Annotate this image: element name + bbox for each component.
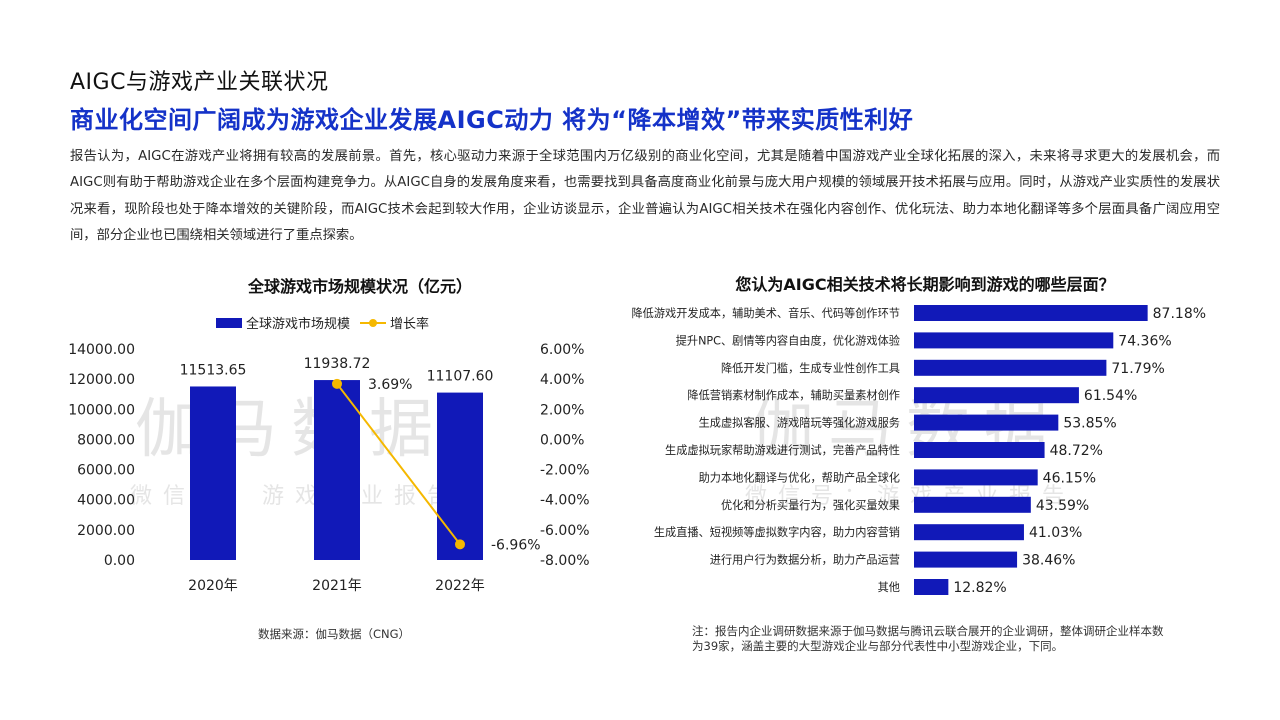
survey-bar	[914, 442, 1045, 458]
market-size-bar	[314, 380, 360, 560]
survey-value-label: 74.36%	[1118, 333, 1171, 349]
category-label: 生成虚拟玩家帮助游戏进行测试，完善产品特性	[665, 443, 900, 457]
survey-bar	[914, 579, 949, 595]
y2-axis-tick-label: 2.00%	[540, 402, 584, 418]
survey-value-label: 12.82%	[953, 580, 1006, 596]
bar-data-label: 11513.65	[180, 362, 247, 378]
x-axis-tick-label: 2020年	[188, 578, 238, 594]
category-label: 提升NPC、剧情等内容自由度，优化游戏体验	[676, 333, 900, 347]
legend-line-swatch	[360, 318, 387, 328]
growth-rate-label: 3.69%	[368, 377, 412, 393]
y2-axis-tick-label: -6.00%	[540, 523, 590, 539]
data-source: 数据来源：伽马数据（CNG）	[258, 627, 411, 641]
market-size-chart: 14000.00 12000.00 10000.00 8000.00 6000.00 40…	[68, 342, 590, 594]
survey-value-label: 71.79%	[1111, 361, 1164, 377]
y-axis-tick-label: 14000.00	[68, 342, 135, 358]
market-chart-legend: 全球游戏市场规模 增长率	[216, 313, 429, 332]
y-axis-tick-label: 8000.00	[77, 432, 135, 448]
survey-bar	[914, 305, 1148, 321]
y-axis-tick-label: 4000.00	[77, 493, 135, 509]
growth-rate-label: -6.96%	[491, 537, 541, 553]
section-title: AIGC与游戏产业关联状况	[70, 70, 329, 95]
y-axis-tick-label: 12000.00	[68, 372, 135, 388]
y2-axis-tick-label: 4.00%	[540, 372, 584, 388]
category-label: 降低营销素材制作成本，辅助买量素材创作	[687, 388, 900, 402]
survey-bar	[914, 551, 1018, 568]
category-label: 生成虚拟客服、游戏陪玩等强化游戏服务	[699, 416, 900, 430]
bar-data-label: 11107.60	[427, 369, 494, 385]
survey-value-label: 53.85%	[1063, 416, 1116, 432]
survey-bar	[914, 414, 1059, 431]
y2-axis-tick-label: -8.00%	[540, 553, 590, 569]
category-label: 其他	[878, 581, 900, 594]
page-title: 商业化空间广阔成为游戏企业发展AIGC动力 将为“降本增效”带来实质性利好	[70, 106, 914, 134]
survey-bar	[914, 387, 1079, 404]
legend-line-label: 增长率	[390, 317, 430, 332]
x-axis-tick-label: 2022年	[435, 578, 485, 594]
market-size-bar	[190, 386, 236, 560]
y-axis-tick-label: 0.00	[104, 553, 135, 569]
aigc-impact-chart: 降低游戏开发成本，辅助美术、音乐、代码等创作环节 87.18% 提升NPC、剧情等内…	[631, 305, 1206, 596]
category-label: 降低游戏开发成本，辅助美术、音乐、代码等创作环节	[631, 306, 900, 320]
category-label: 生成直播、短视频等虚拟数字内容，助力内容营销	[654, 525, 900, 539]
survey-value-label: 48.72%	[1050, 443, 1103, 459]
survey-value-label: 38.46%	[1022, 553, 1075, 569]
category-label: 进行用户行为数据分析，助力产品运营	[710, 553, 900, 567]
market-size-bar	[437, 392, 483, 560]
survey-bar	[914, 469, 1038, 486]
category-label: 助力本地化翻译与优化，帮助产品全球化	[699, 470, 900, 484]
category-label: 降低开发门槛，生成专业性创作工具	[721, 361, 900, 375]
growth-rate-point	[332, 378, 342, 389]
y-axis-tick-label: 2000.00	[77, 523, 135, 539]
survey-value-label: 87.18%	[1153, 306, 1206, 322]
category-label: 优化和分析买量行为，强化买量效果	[721, 498, 900, 512]
market-chart-title: 全球游戏市场规模状况（亿元）	[247, 277, 472, 296]
y2-axis-tick-label: -2.00%	[540, 463, 590, 479]
survey-bar	[914, 496, 1031, 513]
legend-bar-swatch	[216, 317, 242, 328]
y-axis-tick-label: 10000.00	[68, 402, 135, 418]
survey-value-label: 41.03%	[1029, 525, 1082, 541]
survey-bar	[914, 332, 1114, 349]
survey-value-label: 46.15%	[1043, 470, 1096, 486]
growth-rate-point	[455, 539, 465, 550]
growth-rate-line	[336, 383, 461, 545]
survey-value-label: 43.59%	[1036, 498, 1089, 514]
y2-axis-tick-label: 6.00%	[540, 342, 584, 358]
y2-axis-tick-label: 0.00%	[540, 432, 584, 448]
survey-note: 注：报告内企业调研数据来源于伽马数据与腾讯云联合展开的企业调研，整体调研企业样本…	[692, 624, 1164, 653]
legend-bar-label: 全球游戏市场规模	[246, 317, 351, 332]
survey-value-label: 61.54%	[1084, 388, 1137, 404]
x-axis-tick-label: 2021年	[312, 578, 362, 594]
y2-axis-tick-label: -4.00%	[540, 493, 590, 509]
bar-data-label: 11938.72	[304, 356, 371, 372]
aigc-impact-chart-title: 您认为AIGC相关技术将长期影响到游戏的哪些层面？	[735, 275, 1115, 294]
survey-bar	[914, 524, 1024, 541]
intro-paragraph: 报告认为，AIGC在游戏产业将拥有较高的发展前景。首先，核心驱动力来源于全球范围…	[70, 149, 1220, 244]
y-axis-tick-label: 6000.00	[77, 463, 135, 479]
survey-bar	[914, 359, 1107, 376]
